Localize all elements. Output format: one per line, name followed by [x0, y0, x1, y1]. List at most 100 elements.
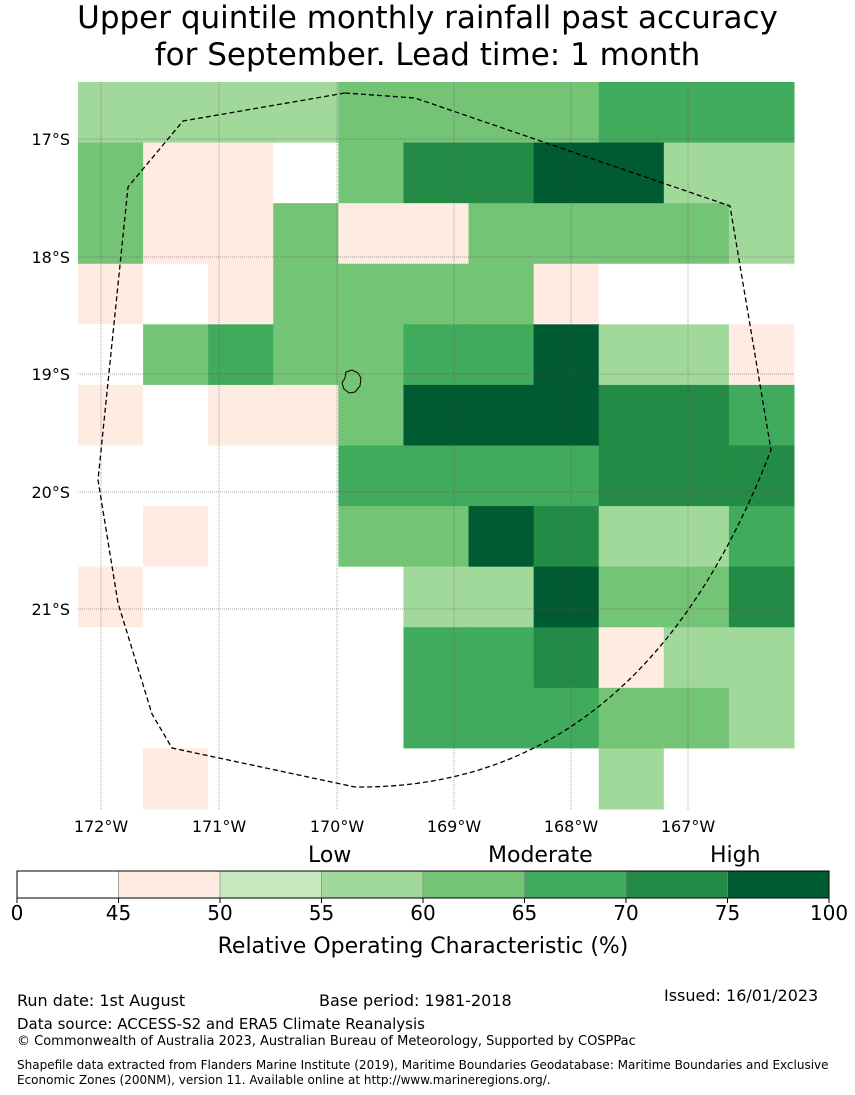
- longitude-label: 168°W: [544, 817, 599, 836]
- grid-cell: [598, 324, 665, 386]
- grid-cell: [273, 324, 339, 386]
- longitude-label: 170°W: [310, 817, 365, 836]
- grid-cell: [598, 82, 665, 144]
- grid-cell: [208, 142, 274, 204]
- grid-cell: [338, 687, 404, 749]
- grid-cell: [598, 627, 665, 689]
- grid-cell: [533, 324, 600, 386]
- grid-cell: [663, 384, 730, 446]
- grid-cell: [728, 566, 795, 628]
- grid-cell: [533, 445, 600, 507]
- grid-cell: [208, 506, 274, 568]
- colorbar-tick-label: 50: [207, 901, 232, 925]
- grid-cell: [143, 566, 209, 628]
- grid-cell: [468, 566, 535, 628]
- colorbar-segment: [727, 870, 830, 899]
- grid-cell: [598, 506, 665, 568]
- grid-cell: [663, 627, 730, 689]
- grid-cell: [728, 506, 795, 568]
- grid-cell: [273, 263, 339, 325]
- grid-cell: [598, 384, 665, 446]
- grid-cell: [728, 687, 795, 749]
- data-source: Data source: ACCESS-S2 and ERA5 Climate …: [17, 1015, 425, 1033]
- grid-cell: [78, 384, 144, 446]
- grid-cell: [468, 142, 535, 204]
- colorbar-segment: [422, 870, 525, 899]
- colorbar-tick-label: 55: [309, 901, 334, 925]
- grid-cell: [468, 263, 535, 325]
- latitude-labels: 17°S 18°S 19°S 20°S 21°S: [31, 130, 70, 619]
- grid-cell: [728, 263, 795, 325]
- grid-cell: [78, 445, 144, 507]
- grid-cell: [533, 566, 600, 628]
- grid-cell: [403, 627, 470, 689]
- grid-cell: [338, 384, 404, 446]
- colorbar-tick-label: 100: [810, 901, 848, 925]
- grid-cell: [78, 627, 144, 689]
- grid-cell: [533, 627, 600, 689]
- issued-date: Issued: 16/01/2023: [664, 986, 819, 1005]
- grid-cell: [403, 203, 470, 265]
- grid-cell: [143, 324, 209, 386]
- grid-cell: [273, 203, 339, 265]
- grid-cell: [533, 263, 600, 325]
- grid-cell: [403, 384, 470, 446]
- grid-cell: [468, 82, 535, 144]
- grid-cell: [143, 506, 209, 568]
- grid-cell: [208, 82, 274, 144]
- grid-cell: [338, 203, 404, 265]
- grid-cell: [143, 142, 209, 204]
- grid-cell: [78, 203, 144, 265]
- grid-cell: [728, 748, 795, 810]
- grid-cell: [533, 748, 600, 810]
- grid-cell: [78, 142, 144, 204]
- longitude-labels: 172°W 171°W 170°W 169°W 168°W 167°W: [74, 817, 716, 836]
- grid-cell: [663, 203, 730, 265]
- grid-cell: [663, 82, 730, 144]
- grid-cell: [143, 445, 209, 507]
- grid-cell: [663, 263, 730, 325]
- grid-cell: [403, 748, 470, 810]
- grid-cell: [403, 687, 470, 749]
- grid-cell: [598, 566, 665, 628]
- grid-cells: [78, 82, 795, 810]
- longitude-label: 169°W: [427, 817, 482, 836]
- grid-cell: [663, 506, 730, 568]
- shapefile-credit-2: Economic Zones (200NM), version 11. Avai…: [17, 1073, 551, 1087]
- title-line-2: for September. Lead time: 1 month: [154, 37, 701, 73]
- grid-cell: [663, 324, 730, 386]
- longitude-label: 167°W: [661, 817, 716, 836]
- grid-cell: [273, 384, 339, 446]
- grid-cell: [208, 748, 274, 810]
- grid-cell: [403, 142, 470, 204]
- longitude-label: 171°W: [192, 817, 247, 836]
- colorbar-segment: [321, 870, 424, 899]
- grid-cell: [663, 445, 730, 507]
- grid-cell: [338, 82, 404, 144]
- grid-cell: [78, 506, 144, 568]
- grid-cell: [468, 203, 535, 265]
- grid-cell: [208, 263, 274, 325]
- grid-cell: [533, 142, 600, 204]
- grid-cell: [338, 142, 404, 204]
- grid-cell: [208, 203, 274, 265]
- grid-cell: [78, 82, 144, 144]
- grid-cell: [403, 506, 470, 568]
- grid-cell: [208, 384, 274, 446]
- grid-cell: [143, 384, 209, 446]
- grid-cell: [598, 445, 665, 507]
- grid-cell: [728, 203, 795, 265]
- grid-cell: [143, 687, 209, 749]
- grid-cell: [338, 566, 404, 628]
- level-moderate: Moderate: [488, 843, 593, 868]
- grid-cell: [338, 445, 404, 507]
- grid-cell: [663, 566, 730, 628]
- grid-cell: [598, 203, 665, 265]
- grid-cell: [78, 263, 144, 325]
- grid-cell: [273, 627, 339, 689]
- grid-cell: [598, 142, 665, 204]
- colorbar-tick-label: 45: [106, 901, 131, 925]
- grid-cell: [273, 445, 339, 507]
- grid-cell: [663, 142, 730, 204]
